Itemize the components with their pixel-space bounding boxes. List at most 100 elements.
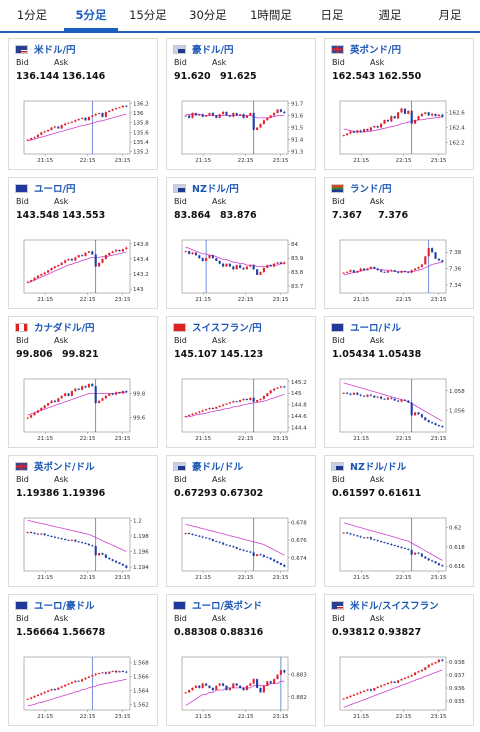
- candle: [417, 552, 420, 555]
- candlestick-chart[interactable]: 0.674 0.676 0.678 21:15 22:15 23:15: [172, 513, 312, 586]
- candle: [356, 534, 359, 537]
- pair-card[interactable]: 英ポンド/円 Bid Ask 162.543 162.550 162.2 162.4 162.…: [324, 38, 474, 170]
- tab-4[interactable]: 1時間足: [250, 8, 292, 22]
- y-tick-label: 0.678: [291, 520, 307, 526]
- pair-card[interactable]: 米ドル/スイスフラン Bid Ask 0.93812 0.93827 0.935 0.936…: [324, 594, 474, 726]
- candle: [407, 548, 410, 551]
- pair-name-link[interactable]: 米ドル/スイスフラン: [350, 601, 439, 612]
- tab-1[interactable]: 5分足: [64, 0, 118, 31]
- y-tick-label: 144.8: [291, 403, 307, 409]
- candle: [417, 411, 420, 415]
- quote-labels: Bid Ask: [174, 475, 226, 484]
- y-tick-label: 99.6: [133, 416, 146, 422]
- tab-6[interactable]: 週足: [378, 8, 402, 22]
- x-tick-label: 21:15: [37, 714, 53, 720]
- candle: [222, 541, 225, 546]
- quote-values: 99.806 99.821: [16, 349, 99, 360]
- tab-2[interactable]: 15分足: [129, 8, 167, 22]
- pair-card[interactable]: ユーロ/英ポンド Bid Ask 0.88308 0.88316 0.882 0.883 21…: [166, 594, 316, 726]
- candle: [437, 658, 440, 663]
- pair-card[interactable]: NZドル/円 Bid Ask 83.864 83.876 83.7 83.8 83.9 84 21…: [166, 177, 316, 309]
- pair-name-link[interactable]: 米ドル/円: [34, 45, 76, 56]
- pair-card[interactable]: スイスフラン/円 Bid Ask 145.107 145.123 144.4 144.6 14…: [166, 316, 316, 448]
- candle: [342, 134, 345, 137]
- pair-name-link[interactable]: スイスフラン/円: [192, 323, 262, 334]
- pair-name-link[interactable]: NZドル/ドル: [350, 462, 407, 473]
- pair-name-link[interactable]: ユーロ/円: [34, 184, 76, 195]
- candle: [70, 390, 73, 397]
- candle: [386, 682, 389, 685]
- candlestick-chart[interactable]: 1.194 1.196 1.198 1.2 21:15 22:15 23:15: [14, 513, 154, 586]
- pair-card[interactable]: NZドル/ドル Bid Ask 0.61597 0.61611 0.616 0.618 0.6…: [324, 455, 474, 587]
- pair-name-link[interactable]: カナダドル/円: [34, 323, 95, 334]
- tab-3[interactable]: 30分足: [189, 8, 227, 22]
- pair-name-link[interactable]: 豪ドル/ドル: [192, 462, 243, 473]
- pair-card[interactable]: 豪ドル/円 Bid Ask 91.620 91.625 91.3 91.4 91.5 91.6 9…: [166, 38, 316, 170]
- candlestick-chart[interactable]: 99.6 99.8 21:15 22:15 23:15: [14, 374, 154, 447]
- candlestick-chart[interactable]: 1.056 1.058 21:15 22:15 23:15: [330, 374, 470, 447]
- candle: [81, 385, 84, 391]
- candle: [211, 254, 214, 260]
- pair-name-link[interactable]: ユーロ/英ポンド: [192, 601, 262, 612]
- pair-card[interactable]: ランド/円 Bid Ask 7.367 7.376 7.34 7.36 7.38 21:15 22…: [324, 177, 474, 309]
- candle: [84, 676, 87, 681]
- pair-name-link[interactable]: ユーロ/ドル: [350, 323, 401, 334]
- x-tick-label: 23:15: [431, 714, 447, 720]
- pair-name-link[interactable]: 英ポンド/ドル: [34, 462, 95, 473]
- quote-labels: Bid Ask: [174, 197, 226, 206]
- quote-labels: Bid Ask: [16, 614, 68, 623]
- pair-name-link[interactable]: ランド/円: [350, 184, 392, 195]
- pair-name-link[interactable]: NZドル/円: [192, 184, 239, 195]
- tab-5[interactable]: 日足: [320, 8, 344, 22]
- candle: [205, 408, 208, 411]
- candle: [98, 112, 101, 115]
- candle: [239, 399, 242, 403]
- pair-card[interactable]: ユーロ/豪ドル Bid Ask 1.56664 1.56678 1.562 1.564 1.5…: [8, 594, 158, 726]
- candlestick-chart[interactable]: 144.4 144.6 144.8 145 145.2 21:15 22:15 23:15: [172, 374, 312, 447]
- candlestick-chart[interactable]: 7.34 7.36 7.38 21:15 22:15 23:15: [330, 235, 470, 308]
- x-tick-label: 23:15: [273, 297, 289, 303]
- candlestick-chart[interactable]: 135.2 135.4 135.6 135.8 136 136.2 21:15 22:15 23…: [14, 96, 154, 169]
- bid-label: Bid: [332, 475, 345, 484]
- ask-value: 143.553: [62, 210, 106, 221]
- candlestick-chart[interactable]: 91.3 91.4 91.5 91.6 91.7 21:15 22:15 23:15: [172, 96, 312, 169]
- candle: [211, 112, 214, 117]
- candlestick-chart[interactable]: 143 143.2 143.4 143.6 21:15 22:15 23:15: [14, 235, 154, 308]
- candle: [53, 535, 56, 539]
- pair-card[interactable]: 豪ドル/ドル Bid Ask 0.67293 0.67302 0.674 0.676 0.67…: [166, 455, 316, 587]
- pair-card[interactable]: 英ポンド/ドル Bid Ask 1.19386 1.19396 1.194 1.196 1.1…: [8, 455, 158, 587]
- candle: [373, 266, 376, 269]
- x-tick-label: 23:15: [431, 297, 447, 303]
- ask-value: 83.876: [220, 210, 257, 221]
- candlestick-chart[interactable]: 0.935 0.936 0.937 0.938 21:15 22:15 23:15: [330, 652, 470, 725]
- candle: [393, 398, 396, 401]
- quote-values: 136.144 136.146: [16, 71, 105, 82]
- pair-name-link[interactable]: ユーロ/豪ドル: [34, 601, 95, 612]
- candle: [279, 108, 282, 113]
- candle: [259, 398, 262, 401]
- pair-header: NZドル/円: [173, 181, 239, 195]
- candlestick-chart[interactable]: 0.616 0.618 0.62 21:15 22:15 23:15: [330, 513, 470, 586]
- candle: [218, 405, 221, 408]
- tab-0[interactable]: 1分足: [16, 8, 48, 22]
- candle: [108, 393, 111, 397]
- pair-name-link[interactable]: 英ポンド/円: [350, 45, 401, 56]
- candle: [283, 563, 286, 568]
- flag-eu-icon: [15, 600, 28, 610]
- candlestick-chart[interactable]: 83.7 83.8 83.9 84 21:15 22:15 23:15: [172, 235, 312, 308]
- candlestick-chart[interactable]: 1.562 1.564 1.566 1.568 21:15 22:15 23:15: [14, 652, 154, 725]
- pair-name-link[interactable]: 豪ドル/円: [192, 45, 234, 56]
- candlestick-chart[interactable]: 0.882 0.883 21:15 22:15 23:15: [172, 652, 312, 725]
- ask-label: Ask: [212, 614, 227, 623]
- candlestick-chart[interactable]: 162.2 162.4 162.6 21:15 22:15 23:15: [330, 96, 470, 169]
- pair-card[interactable]: ユーロ/ドル Bid Ask 1.05434 1.05438 1.056 1.058 21:1…: [324, 316, 474, 448]
- candle: [101, 552, 104, 556]
- pair-card[interactable]: カナダドル/円 Bid Ask 99.806 99.821 99.6 99.8 21:15 22…: [8, 316, 158, 448]
- y-tick-label: 145.2: [291, 380, 307, 386]
- candle: [363, 268, 366, 271]
- pair-card[interactable]: 米ドル/円 Bid Ask 136.144 136.146 135.2 135.4 135.6…: [8, 38, 158, 170]
- candle: [262, 395, 265, 400]
- candle: [36, 275, 39, 279]
- pair-card[interactable]: ユーロ/円 Bid Ask 143.548 143.553 143 143.2 143.4 14…: [8, 177, 158, 309]
- tab-7[interactable]: 月足: [438, 8, 462, 22]
